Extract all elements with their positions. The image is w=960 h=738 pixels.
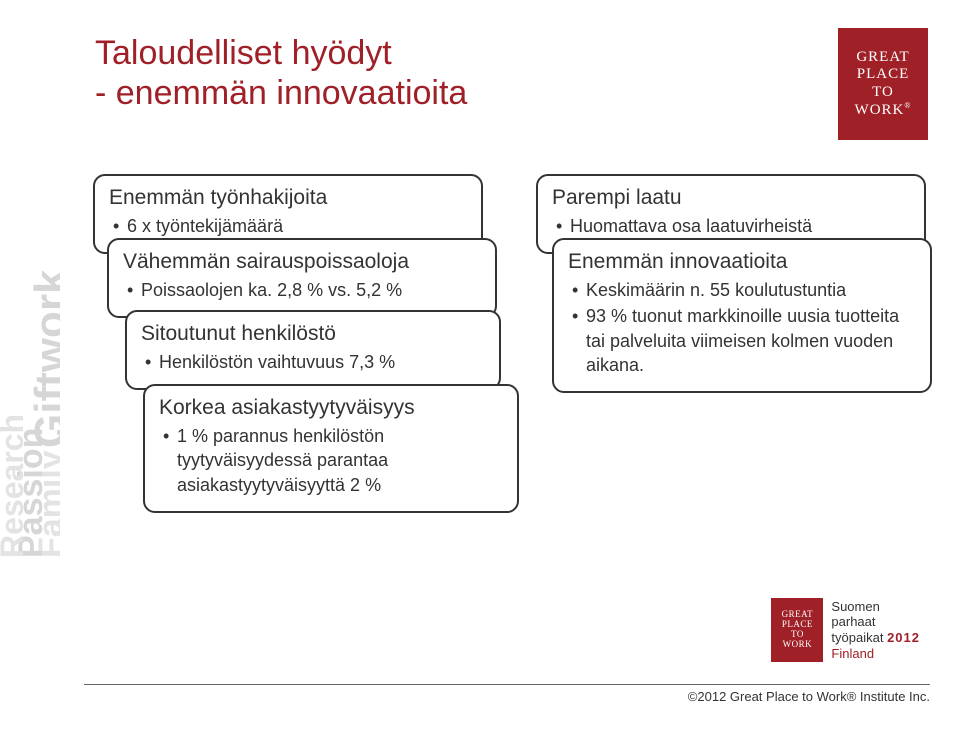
box-list-item: Huomattava osa laatuvirheistä xyxy=(556,214,910,238)
registered-mark: ® xyxy=(904,101,911,110)
left-box: Sitoutunut henkilöstö Henkilöstön vaihtuv… xyxy=(125,310,501,390)
box-list-item: 6 x työntekijämäärä xyxy=(113,214,467,238)
box-list-item: 93 % tuonut markkinoille uusia tuotteita… xyxy=(572,304,916,377)
box-list: Henkilöstön vaihtuvuus 7,3 % xyxy=(145,350,485,374)
right-box: Enemmän innovaatioita Keskimäärin n. 55 k… xyxy=(552,238,932,393)
box-title: Enemmän innovaatioita xyxy=(568,250,916,274)
footer-gptw-square: GREAT PLACE TO WORK xyxy=(771,598,823,662)
box-title: Korkea asiakastyytyväisyys xyxy=(159,396,503,420)
box-list: 1 % parannus henkilöstön tyytyväisyydess… xyxy=(163,424,503,497)
box-title: Vähemmän sairauspoissaoloja xyxy=(123,250,481,274)
gptw-logo: GREAT PLACE TO WORK® xyxy=(838,28,928,140)
page-title-line1: Taloudelliset hyödyt xyxy=(95,34,392,73)
copyright: ©2012 Great Place to Work® Institute Inc… xyxy=(84,684,930,704)
decorative-sidebar: TrustGiftworkInnovationFamilyPassionRese… xyxy=(0,0,60,738)
decorative-word: Research xyxy=(0,414,31,558)
box-title: Enemmän työnhakijoita xyxy=(109,186,467,210)
footer-badge-text: Suomen parhaat työpaikat 2012 Finland xyxy=(831,599,920,661)
box-list-item: Henkilöstön vaihtuvuus 7,3 % xyxy=(145,350,485,374)
decorative-word: Trust xyxy=(42,55,60,290)
left-box: Korkea asiakastyytyväisyys 1 % parannus h… xyxy=(143,384,519,513)
left-box: Vähemmän sairauspoissaoloja Poissaolojen … xyxy=(107,238,497,318)
box-list: Keskimäärin n. 55 koulutustuntia93 % tuo… xyxy=(572,278,916,377)
box-title: Sitoutunut henkilöstö xyxy=(141,322,485,346)
box-title: Parempi laatu xyxy=(552,186,910,210)
box-list-item: 1 % parannus henkilöstön tyytyväisyydess… xyxy=(163,424,503,497)
footer-badge: GREAT PLACE TO WORK Suomen parhaat työpa… xyxy=(771,598,920,662)
box-list: 6 x työntekijämäärä xyxy=(113,214,467,238)
box-list-item: Keskimäärin n. 55 koulutustuntia xyxy=(572,278,916,302)
logo-line3: TO xyxy=(872,84,894,101)
box-list-item: Poissaolojen ka. 2,8 % vs. 5,2 % xyxy=(127,278,481,302)
box-list: Huomattava osa laatuvirheistä xyxy=(556,214,910,238)
page-title-line2: - enemmän innovaatioita xyxy=(95,74,467,113)
box-list: Poissaolojen ka. 2,8 % vs. 5,2 % xyxy=(127,278,481,302)
logo-line2: PLACE xyxy=(857,66,910,83)
logo-line4: WORK xyxy=(855,102,905,118)
logo-line1: GREAT xyxy=(856,49,909,66)
